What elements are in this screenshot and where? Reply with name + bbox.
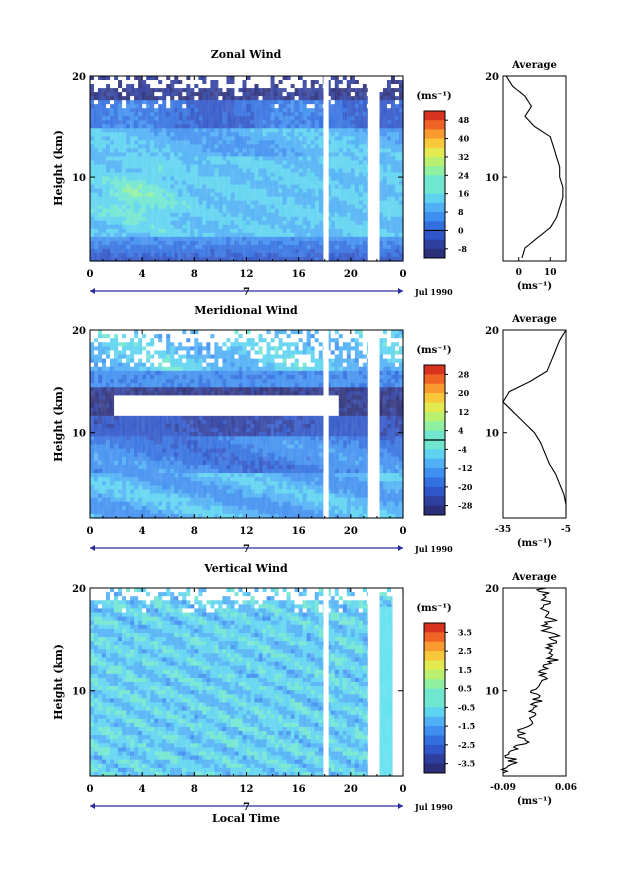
texture xyxy=(90,76,403,261)
colorbar-tick-label: 0 xyxy=(458,225,464,235)
colorbar-band xyxy=(424,120,445,130)
heatmap-field xyxy=(90,330,404,519)
panel-title: Meridional Wind xyxy=(194,304,298,317)
colorbar: (ms⁻¹) 48 40 32 24 16 8 0 -8 xyxy=(416,91,470,259)
height-axis-label: Height (km) xyxy=(52,130,65,206)
colorbar-tick-label: 16 xyxy=(458,189,470,199)
x-tick-label: 20 xyxy=(344,269,358,280)
colorbar-band xyxy=(424,166,445,176)
x-tick-label: 0 xyxy=(400,269,407,280)
colorbar-band xyxy=(424,193,445,204)
average-x-tick-label: 0 xyxy=(516,268,522,278)
average-x-tick-label: 10 xyxy=(544,268,557,278)
colorbar-band xyxy=(424,202,445,213)
colorbar-tick-label: 8 xyxy=(458,207,464,217)
average-title: Average xyxy=(511,60,557,71)
average-x-label: (ms⁻¹) xyxy=(517,281,552,292)
day-arrow-left xyxy=(90,288,95,294)
x-tick-label: 16 xyxy=(292,269,306,280)
colorbar-band xyxy=(424,129,445,140)
average-frame xyxy=(502,75,567,262)
colorbar-band xyxy=(424,239,445,250)
x-tick-label: 12 xyxy=(240,269,254,280)
x-tick-label: 4 xyxy=(139,269,146,280)
average-curve xyxy=(505,75,564,259)
y-tick-label: 20 xyxy=(72,72,86,83)
colorbar-band xyxy=(424,156,445,167)
date-label: Jul 1990 xyxy=(414,287,453,297)
day-label: 7 xyxy=(243,287,250,298)
average-y-tick-label: 20 xyxy=(485,72,499,83)
colorbar-tick-label: 48 xyxy=(458,115,470,125)
colorbar-tick-label: 24 xyxy=(458,170,470,180)
day-arrow-right xyxy=(398,288,403,294)
colorbar-tick-label: 32 xyxy=(458,152,469,162)
colorbar-unit: (ms⁻¹) xyxy=(416,91,451,102)
colorbar-tick-label: -8 xyxy=(458,244,467,254)
x-tick-label: 8 xyxy=(191,269,198,280)
average-profile: Average 10 20 0 10 (ms⁻¹) xyxy=(485,60,567,292)
colorbar-band xyxy=(424,184,445,195)
colorbar-frame xyxy=(423,110,446,259)
colorbar-band xyxy=(424,111,445,121)
colorbar-band xyxy=(424,230,445,241)
colorbar-band xyxy=(424,248,445,259)
colorbar-tick-label: 40 xyxy=(458,134,470,144)
colorbar-band xyxy=(424,221,445,231)
heatmap-field xyxy=(90,76,404,262)
y-tick-label: 10 xyxy=(72,173,86,184)
colorbar-band xyxy=(424,147,445,158)
day-axis: 7 Jul 1990 xyxy=(90,287,453,298)
colorbar-band xyxy=(424,212,445,222)
colorbar-band xyxy=(424,175,445,185)
y-tick-labels: 10 20 xyxy=(72,72,403,184)
x-tick-labels: 0 4 8 12 16 20 0 xyxy=(87,76,407,280)
x-tick-label: 0 xyxy=(87,269,94,280)
average-y-tick-label: 10 xyxy=(485,173,499,184)
panel-title: Zonal Wind xyxy=(211,48,282,61)
colorbar-band xyxy=(424,138,445,149)
